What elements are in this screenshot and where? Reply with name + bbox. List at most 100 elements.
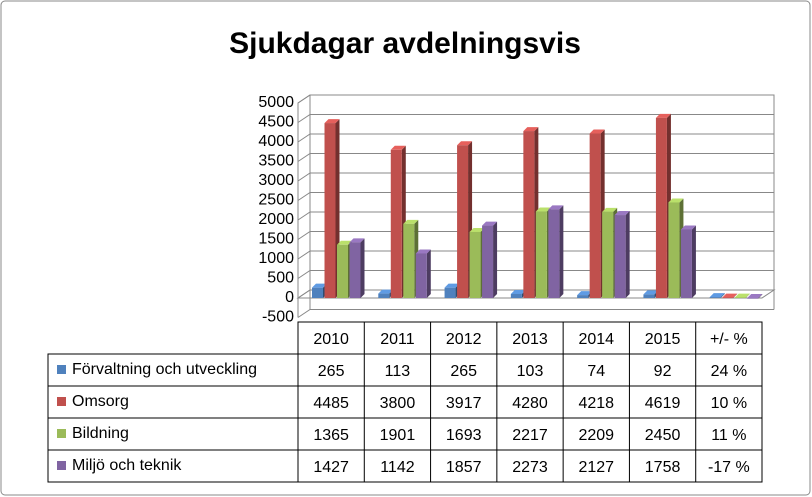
- table-cell: 265: [450, 363, 477, 380]
- y-tick-label: 1000: [258, 250, 294, 267]
- table-cell: 3800: [380, 395, 416, 412]
- bar-face: [390, 145, 406, 150]
- legend-label: Förvaltning och utveckling: [72, 361, 257, 378]
- table-cell: 4485: [313, 395, 349, 412]
- bar-face: [457, 141, 473, 146]
- bar-face: [349, 238, 365, 243]
- table-cell: 10 %: [711, 395, 747, 412]
- bar-face: [444, 287, 456, 298]
- bar-face: [577, 295, 589, 298]
- table-cell: 2127: [578, 459, 614, 476]
- table-cell: 1142: [380, 459, 415, 476]
- bar-face: [312, 283, 327, 288]
- x-tick-label: 2015: [645, 331, 681, 348]
- bar: [415, 249, 431, 298]
- table-cell: 1857: [446, 459, 482, 476]
- bar-face: [602, 211, 614, 298]
- table-cell: -17 %: [708, 459, 750, 476]
- bar-face: [643, 290, 659, 295]
- bar: [349, 238, 365, 298]
- table-cell: 4619: [645, 395, 681, 412]
- y-tick-label: 4500: [258, 114, 294, 131]
- bar-face: [589, 133, 601, 298]
- bar-face: [403, 223, 415, 298]
- bar-face: [378, 289, 394, 294]
- bar: [614, 211, 630, 298]
- table-cell: 2273: [512, 459, 548, 476]
- bar-face: [709, 297, 721, 298]
- bar-face: [510, 293, 522, 298]
- x-tick-label: 2012: [446, 331, 482, 348]
- grid-line: [297, 114, 774, 123]
- bar-face: [655, 117, 667, 298]
- bar-face: [614, 215, 626, 298]
- table-cell: 2209: [578, 427, 614, 444]
- bar-face: [457, 145, 469, 298]
- bar-face: [403, 219, 419, 224]
- bar-face: [577, 291, 593, 296]
- bar-face: [493, 221, 498, 298]
- bar-face: [415, 253, 427, 298]
- bar-face: [535, 211, 547, 298]
- chart-title: Sjukdagar avdelningsvis: [229, 27, 581, 60]
- table-cell: 1365: [313, 427, 349, 444]
- bar: [722, 293, 738, 299]
- grid-line: [297, 172, 774, 182]
- y-tick-label: -500: [262, 309, 294, 326]
- bar-face: [733, 293, 738, 298]
- bar: [482, 221, 498, 298]
- table-cell: 2450: [645, 427, 681, 444]
- table-cell: 4218: [578, 395, 614, 412]
- table-cell: 92: [654, 363, 672, 380]
- bar: [734, 293, 750, 299]
- bar-face: [426, 249, 431, 298]
- legend-label: Miljö och teknik: [72, 457, 182, 474]
- bar-face: [324, 123, 336, 299]
- bar-face: [747, 294, 763, 298]
- legend-label: Bildning: [72, 425, 129, 442]
- bar-face: [722, 293, 738, 298]
- table-cell: 2217: [512, 427, 548, 444]
- bar-face: [378, 293, 390, 298]
- grid-line: [297, 309, 774, 318]
- bar-face: [691, 225, 696, 298]
- bar-face: [720, 293, 725, 298]
- table-cell: 11 %: [711, 427, 746, 444]
- legend-key: [57, 429, 66, 438]
- table-cell: 1427: [313, 459, 349, 476]
- y-tick-label: 5000: [258, 94, 294, 111]
- bar-face: [668, 198, 684, 203]
- y-tick-label: 2500: [258, 192, 294, 209]
- bar-face: [360, 238, 365, 298]
- bar-face: [614, 211, 630, 216]
- table-cell: 265: [318, 363, 345, 380]
- bar-face: [337, 240, 352, 245]
- bar-face: [745, 293, 750, 298]
- bar: [747, 294, 763, 299]
- bar-face: [548, 205, 564, 210]
- y-tick-label: 2000: [258, 211, 294, 228]
- table-cell: 103: [517, 363, 544, 380]
- bar-face: [390, 149, 402, 298]
- bar-face: [337, 244, 348, 298]
- grid-line: [297, 94, 774, 104]
- bar-face: [548, 209, 560, 298]
- table-cell: 4280: [512, 395, 548, 412]
- bar-face: [589, 129, 605, 134]
- bar-face: [643, 294, 655, 298]
- grid-line: [297, 192, 774, 201]
- bar-face: [680, 225, 696, 230]
- bar-face: [602, 207, 618, 212]
- bar-face: [709, 293, 725, 298]
- bar-face: [734, 297, 746, 299]
- table-cell: 24 %: [711, 363, 747, 380]
- y-tick-label: 3500: [258, 153, 294, 170]
- bar-face: [510, 289, 526, 294]
- bar-face: [758, 294, 763, 299]
- table-cell: 74: [587, 363, 605, 380]
- bar-face: [469, 231, 481, 298]
- bar-face: [482, 225, 494, 298]
- table-cell: 1901: [380, 427, 416, 444]
- y-tick-label: 500: [267, 270, 294, 287]
